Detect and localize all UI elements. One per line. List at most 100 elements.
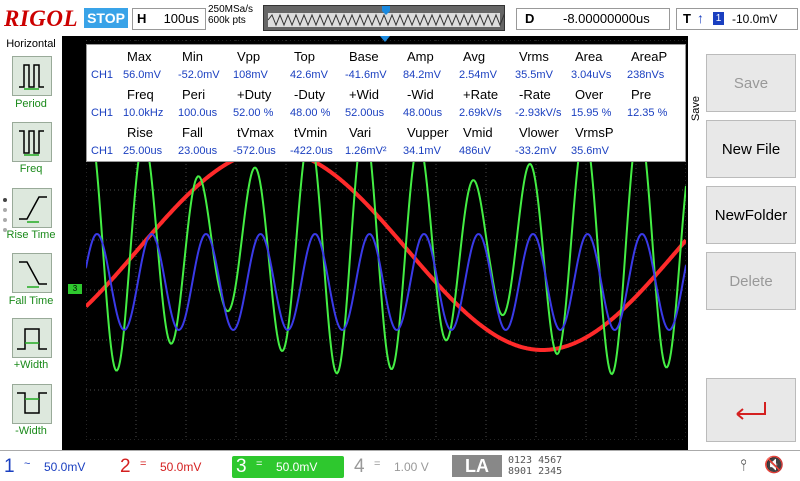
delay-value: -8.00000000us — [563, 11, 650, 26]
trigger-display[interactable]: T ↑ 1 -10.0mV — [676, 8, 798, 30]
minus-width-button[interactable] — [12, 384, 52, 424]
channel-status-bar: 1 ~ 50.0mV 2 = 50.0mV 3 = 50.0mV 4 = 1.0… — [0, 450, 800, 481]
new-file-button[interactable]: New File — [706, 120, 796, 178]
ch4-status[interactable]: 4 = 1.00 V — [350, 456, 450, 478]
measurement-value: 48.00 % — [290, 107, 331, 119]
waveform-memory-overview[interactable] — [263, 5, 505, 31]
usb-icon: ⫯ — [740, 457, 747, 474]
measurement-value: 25.00us — [123, 145, 163, 157]
ch3-status[interactable]: 3 = 50.0mV — [232, 456, 344, 478]
ch4-coupling-icon: = — [374, 458, 381, 470]
fall-time-label: Fall Time — [8, 295, 54, 307]
logic-analyzer-button[interactable]: LA — [452, 455, 502, 477]
new-folder-button[interactable]: NewFolder — [706, 186, 796, 244]
ch2-trace — [86, 148, 686, 352]
ch2-status[interactable]: 2 = 50.0mV — [116, 456, 228, 478]
measurement-value: 1.26mV² — [345, 145, 387, 157]
minus-width-label: -Width — [15, 425, 47, 437]
la-digits-top: 0123 4567 — [508, 455, 563, 466]
ch3-number: 3 — [236, 456, 247, 477]
measure-menu: Horizontal Period Freq Rise Time Fall Ti… — [0, 36, 62, 450]
measurement-value: -572.0us — [233, 145, 276, 157]
return-arrow-icon — [736, 402, 766, 420]
measurement-value: 35.6mV — [571, 145, 609, 157]
freq-button[interactable] — [12, 122, 52, 162]
measurement-value: 15.95 % — [571, 107, 612, 119]
measurement-value: 108mV — [233, 69, 268, 81]
measurement-header: Vrms — [519, 49, 549, 64]
ch2-coupling-icon: = — [140, 458, 147, 470]
ch1-coupling-icon: ~ — [24, 458, 31, 470]
measurement-header: tVmax — [237, 125, 274, 140]
rise-time-button[interactable] — [12, 188, 52, 228]
delay-display[interactable]: D -8.00000000us — [516, 8, 670, 30]
measurement-value: 100.0us — [178, 107, 218, 119]
measurement-value: -33.2mV — [515, 145, 557, 157]
measurement-header-row: Freq Peri +Duty -Duty +Wid -Wid +Rate -Rate Over… — [87, 87, 685, 103]
measurement-header: Base — [349, 49, 379, 64]
measurement-header: +Wid — [349, 87, 379, 102]
plus-width-button[interactable] — [12, 318, 52, 358]
measurement-header: Over — [575, 87, 604, 102]
la-channel-digits: 0123 4567 8901 2345 — [508, 455, 562, 477]
speaker-muted-icon[interactable]: 🔇 — [764, 457, 784, 474]
measurement-value: 34.1mV — [403, 145, 441, 157]
measurement-value: 48.00us — [403, 107, 443, 119]
measurement-header: Vupper — [407, 125, 449, 140]
plus-width-icon — [17, 328, 47, 350]
ch1-scale: 50.0mV — [44, 460, 86, 474]
measurement-value-row: CH1 25.00us 23.00us -572.0us -422.0us 1.26mV²… — [87, 145, 685, 159]
channel-tag: CH1 — [91, 107, 114, 119]
sample-info: 250MSa/s 600k pts — [208, 4, 253, 26]
period-button[interactable] — [12, 56, 52, 96]
measurement-header: tVmin — [294, 125, 328, 140]
run-stop-status[interactable]: STOP — [84, 8, 128, 28]
measurement-header: Top — [294, 49, 315, 64]
measurement-value: 42.6mV — [290, 69, 328, 81]
measurement-header-row: Max Min Vpp Top Base Amp Avg Vrms Area AreaP — [87, 49, 685, 65]
measurement-header: AreaP — [631, 49, 668, 64]
measurement-header: -Wid — [407, 87, 434, 102]
trigger-level: -10.0mV — [732, 12, 778, 26]
rise-time-icon — [19, 196, 47, 223]
measurement-table: Max Min Vpp Top Base Amp Avg Vrms Area AreaP CH1 5… — [86, 44, 686, 162]
measurement-value: 238nVs — [627, 69, 665, 81]
measurement-value: -2.93kV/s — [515, 107, 562, 119]
top-status-bar: RIGOL STOP H 100us 250MSa/s 600k pts D -… — [0, 0, 800, 36]
measurement-value: 23.00us — [178, 145, 218, 157]
measurement-header: -Duty — [294, 87, 326, 102]
measurement-header-row: Rise Fall tVmax tVmin Vari Vupper Vmid Vlower Vr… — [87, 125, 685, 141]
measurement-header: -Rate — [519, 87, 551, 102]
save-side-label: Save — [690, 96, 702, 122]
measurement-value: -422.0us — [290, 145, 333, 157]
measurement-header: Area — [575, 49, 603, 64]
back-button[interactable] — [706, 378, 796, 442]
page-dot — [3, 198, 7, 202]
period-label: Period — [15, 98, 47, 110]
menu-title: Horizontal — [6, 38, 56, 50]
ch3-offset-marker[interactable]: 3 — [68, 284, 82, 294]
measurement-header: Vmid — [463, 125, 493, 140]
delay-label: D — [525, 11, 535, 26]
rigol-logo: RIGOL — [4, 6, 79, 31]
measurement-header: Vari — [349, 125, 372, 140]
delete-button[interactable]: Delete — [706, 252, 796, 310]
sample-rate: 250MSa/s — [208, 4, 254, 15]
rise-time-label: Rise Time — [6, 229, 56, 241]
memory-depth: 600k pts — [208, 15, 246, 26]
measurement-value: -41.6mV — [345, 69, 387, 81]
ch1-trace — [86, 232, 686, 332]
measurement-header: Vpp — [237, 49, 261, 64]
ch1-status[interactable]: 1 ~ 50.0mV — [0, 456, 112, 478]
ch2-number: 2 — [120, 456, 131, 477]
measurement-value: 486uV — [459, 145, 491, 157]
measurement-header: Fall — [182, 125, 203, 140]
measurement-value: 35.5mV — [515, 69, 553, 81]
measurement-value: 2.54mV — [459, 69, 497, 81]
fall-time-button[interactable] — [12, 253, 52, 293]
measurement-value: -52.0mV — [178, 69, 220, 81]
measurement-value: 52.00us — [345, 107, 385, 119]
measurement-value: 52.00 % — [233, 107, 274, 119]
save-button[interactable]: Save — [706, 54, 796, 112]
horizontal-timebase[interactable]: H 100us — [132, 8, 206, 30]
